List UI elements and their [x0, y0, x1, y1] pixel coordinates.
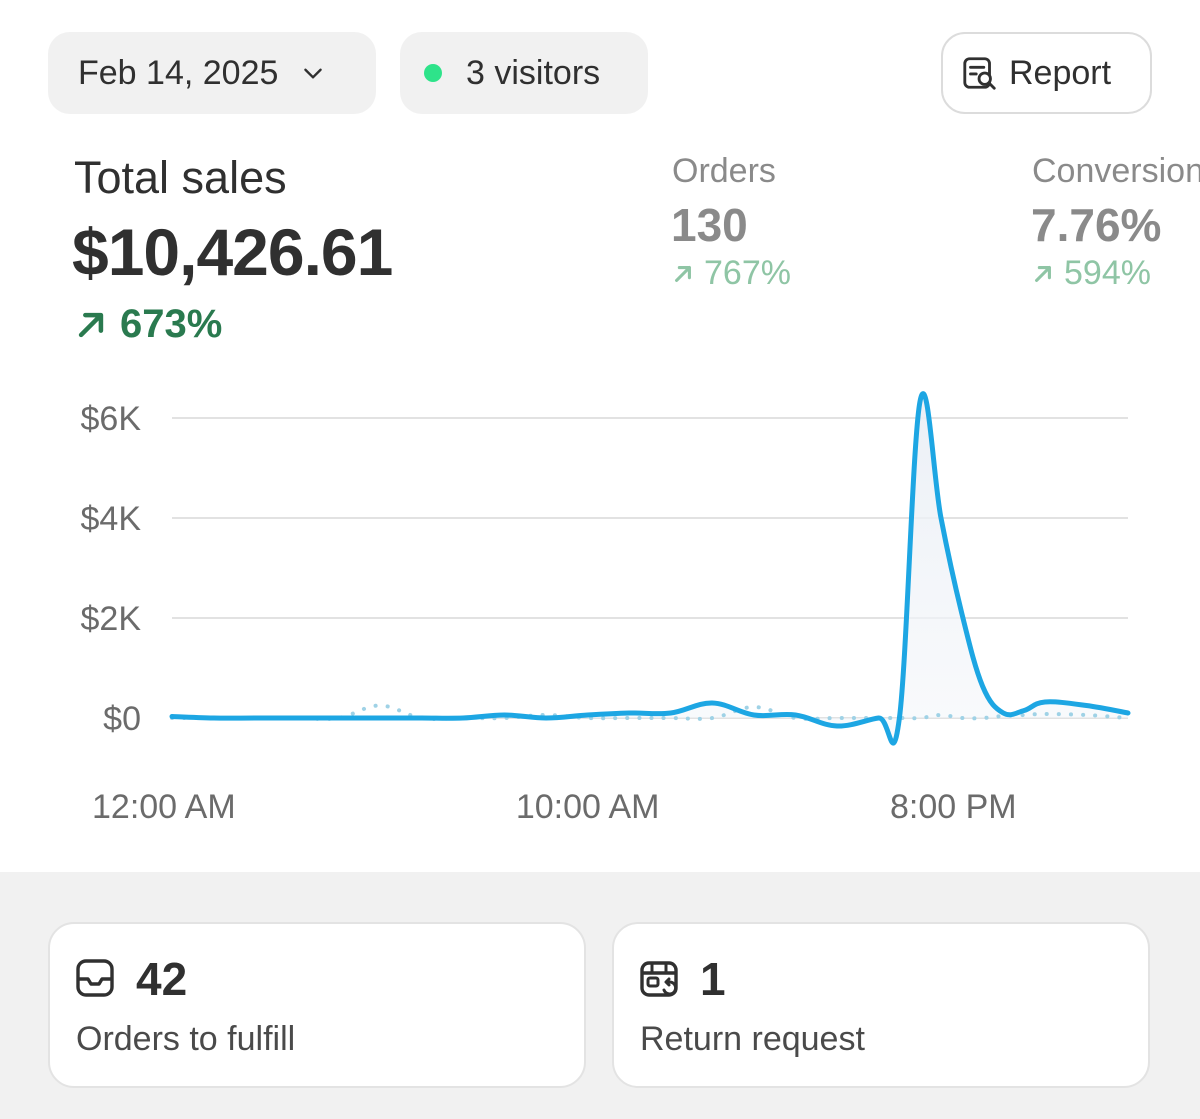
report-label: Report [1009, 53, 1112, 92]
inbox-icon [76, 959, 114, 997]
total-sales-delta-value: 673% [120, 302, 223, 346]
total-sales-delta: 673% [74, 302, 222, 347]
x-tick-label: 12:00 AM [92, 788, 236, 826]
return-request-count: 1 [700, 953, 726, 1005]
conversion-delta-value: 594% [1064, 254, 1151, 292]
visitors-label: 3 visitors [466, 53, 601, 92]
chart-x-axis: 12:00 AM 10:00 AM 8:00 PM [92, 788, 1017, 826]
orders-label[interactable]: Orders [672, 152, 776, 190]
y-tick-label: $6K [81, 400, 142, 438]
orders-to-fulfill-card[interactable]: 42 Orders to fulfill [48, 922, 586, 1088]
orders-value: 130 [671, 199, 748, 251]
live-visitors-button[interactable]: 3 visitors [400, 32, 648, 114]
y-tick-label: $0 [103, 700, 141, 738]
report-button[interactable]: Report [941, 32, 1152, 114]
chart-y-axis: $6K $4K $2K $0 [81, 400, 142, 738]
y-tick-label: $4K [81, 500, 142, 538]
return-request-label: Return request [640, 1020, 865, 1058]
date-picker-button[interactable]: Feb 14, 2025 [48, 32, 376, 114]
orders-to-fulfill-count: 42 [136, 953, 188, 1005]
online-dot-icon [424, 64, 442, 82]
y-tick-label: $2K [81, 600, 142, 638]
orders-delta-value: 767% [704, 254, 791, 292]
date-label: Feb 14, 2025 [78, 53, 279, 92]
orders-delta: 767% [672, 254, 791, 293]
return-request-card[interactable]: 1 Return request [612, 922, 1150, 1088]
arrow-up-right-icon [1035, 265, 1051, 282]
total-sales-value: $10,426.61 [72, 215, 393, 289]
orders-to-fulfill-label: Orders to fulfill [76, 1020, 296, 1058]
sales-series-line [169, 391, 1131, 746]
tasks-section: 42 Orders to fulfill 1 Return request [0, 872, 1200, 1119]
conversion-label[interactable]: Conversion [1032, 152, 1200, 190]
conversion-value: 7.76% [1031, 199, 1162, 251]
conversion-delta: 594% [1032, 254, 1151, 293]
analytics-panel: Feb 14, 2025 3 visitors Report Total sal… [0, 32, 1200, 840]
total-sales-label: Total sales [74, 152, 287, 203]
arrow-up-right-icon [78, 312, 104, 337]
return-box-icon [640, 961, 678, 997]
arrow-up-right-icon [675, 265, 691, 282]
x-tick-label: 10:00 AM [516, 788, 660, 826]
x-tick-label: 8:00 PM [890, 788, 1017, 826]
chart-gridlines [172, 417, 1128, 719]
chevron-down-icon [304, 68, 323, 79]
report-search-icon [963, 57, 996, 90]
sales-chart[interactable]: $6K $4K $2K $0 12:00 AM 10:00 AM 8:00 PM [0, 380, 1200, 840]
